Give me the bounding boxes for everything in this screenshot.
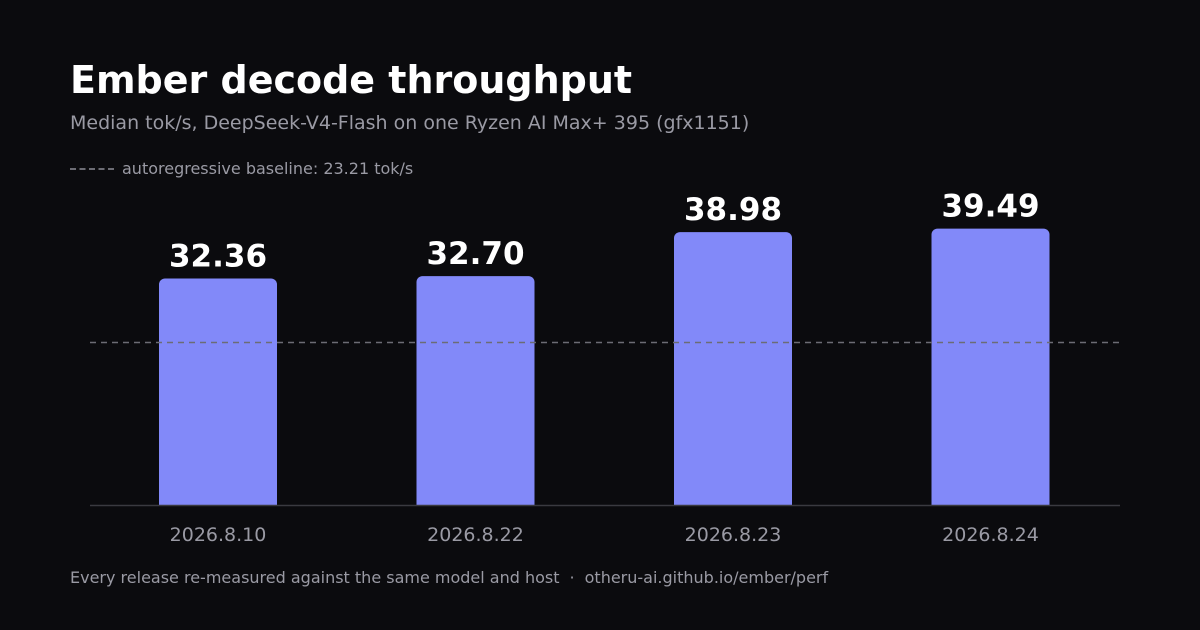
bar-2026.8.24 [931, 228, 1050, 511]
x-tick-label: 2026.8.10 [170, 524, 267, 546]
bars-layer [90, 228, 1120, 513]
baseline-legend: autoregressive baseline: 23.21 tok/s [70, 159, 413, 178]
footer-separator: · [569, 568, 575, 587]
footer-note: Every release re-measured against the sa… [70, 568, 560, 587]
baseline-legend-label: autoregressive baseline: 23.21 tok/s [122, 159, 414, 178]
x-tick-label: 2026.8.23 [685, 524, 782, 546]
footer: Every release re-measured against the sa… [70, 568, 828, 587]
bar-value-label: 38.98 [684, 192, 782, 228]
page-subtitle: Median tok/s, DeepSeek-V4-Flash on one R… [70, 112, 750, 134]
footer-link[interactable]: otheru-ai.github.io/ember/perf [584, 568, 829, 587]
bar-value-label: 39.49 [941, 189, 1039, 225]
bar-2026.8.10 [159, 278, 277, 511]
x-tick-label: 2026.8.22 [427, 524, 524, 546]
page-title: Ember decode throughput [70, 58, 633, 102]
labels-layer: 32.36 2026.8.10 32.70 2026.8.22 38.98 2026.8.… [169, 189, 1040, 546]
x-tick-label: 2026.8.24 [942, 524, 1039, 546]
bar-value-label: 32.36 [169, 238, 267, 274]
baseline-legend-swatch [70, 167, 114, 170]
axis-mask [90, 505, 1120, 513]
bar-2026.8.23 [674, 232, 792, 511]
bar-value-label: 32.70 [426, 236, 524, 272]
bar-2026.8.22 [416, 276, 535, 511]
